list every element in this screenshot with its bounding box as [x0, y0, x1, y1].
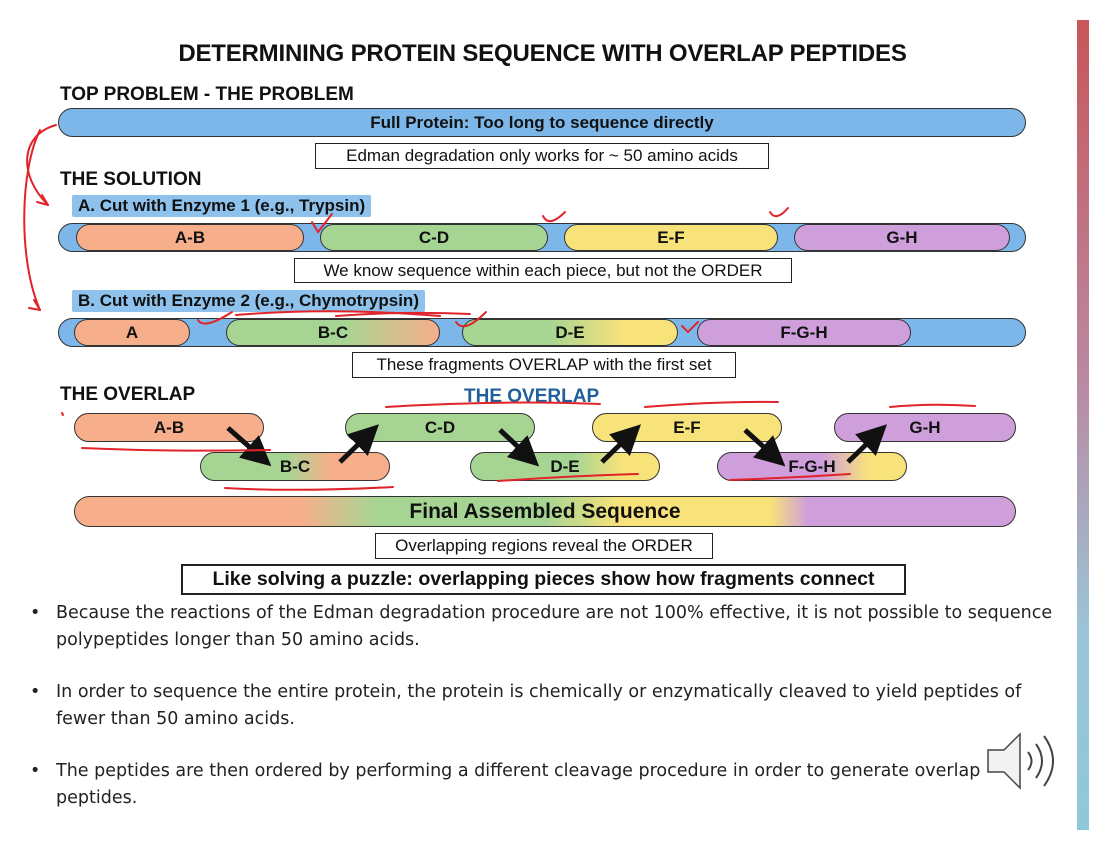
puzzle-note: Like solving a puzzle: overlapping piece… [181, 564, 906, 595]
problem-heading: TOP PROBLEM - THE PROBLEM [60, 84, 354, 105]
enzyme2-fragment: A [74, 319, 190, 346]
final-sequence-label: Final Assembled Sequence [409, 499, 681, 523]
fragment-label: B-C [279, 456, 311, 476]
fragment-label: G-H [909, 417, 941, 437]
speaker-icon[interactable] [982, 728, 1066, 794]
slide-title: DETERMINING PROTEIN SEQUENCE WITH OVERLA… [178, 40, 907, 67]
full-protein-label: Full Protein: Too long to sequence direc… [370, 112, 714, 132]
fragment-label: D-E [550, 456, 580, 476]
enzyme2-fragment: B-C [226, 319, 440, 346]
fragment-label: E-F [673, 417, 701, 437]
bullet-text: The peptides are then ordered by perform… [56, 761, 981, 808]
enzyme1-note: We know sequence within each piece, but … [294, 258, 792, 283]
overlap-bottom-fragment: D-E [470, 452, 660, 481]
overlap-center-heading: THE OVERLAP [464, 386, 600, 407]
overlap-top-fragment: C-D [345, 413, 535, 442]
enzyme1-label: A. Cut with Enzyme 1 (e.g., Trypsin) [72, 195, 372, 217]
fragment-label: E-F [657, 227, 685, 247]
bullet-item: • In order to sequence the entire protei… [30, 679, 1065, 733]
fragment-label: A-B [153, 417, 185, 437]
fragment-label: A [125, 322, 139, 342]
bullet-dot: • [30, 761, 41, 781]
fragment-label: C-D [424, 417, 456, 437]
bullet-dot: • [30, 603, 41, 623]
fragment-label: B-C [317, 322, 349, 342]
fragment-label: C-D [418, 227, 450, 247]
bullet-text: Because the reactions of the Edman degra… [56, 603, 1053, 650]
slide-accent-bar [1077, 20, 1089, 830]
bullet-dot: • [30, 682, 41, 702]
overlap-top-fragment: E-F [592, 413, 782, 442]
enzyme2-label: B. Cut with Enzyme 2 (e.g., Chymotrypsin… [72, 290, 425, 312]
enzyme1-fragment: A-B [76, 224, 304, 251]
full-protein-bar: Full Protein: Too long to sequence direc… [58, 108, 1026, 137]
bullet-text: In order to sequence the entire protein,… [56, 682, 1022, 729]
fragment-label: F-G-H [788, 456, 836, 476]
bullet-item: • The peptides are then ordered by perfo… [30, 758, 1065, 812]
edman-limit-note: Edman degradation only works for ~ 50 am… [315, 143, 769, 169]
overlap-heading: THE OVERLAP [60, 384, 196, 405]
enzyme1-fragment: G-H [794, 224, 1010, 251]
enzyme2-fragment: D-E [462, 319, 678, 346]
overlap-order-note: Overlapping regions reveal the ORDER [375, 533, 713, 559]
fragment-label: G-H [886, 227, 918, 247]
bullet-list: • Because the reactions of the Edman deg… [30, 600, 1065, 837]
fragment-label: F-G-H [780, 322, 828, 342]
enzyme1-fragment: C-D [320, 224, 548, 251]
enzyme1-fragment: E-F [564, 224, 778, 251]
overlap-top-fragment: A-B [74, 413, 264, 442]
fragment-label: A-B [174, 227, 206, 247]
overlap-bottom-fragment: F-G-H [717, 452, 907, 481]
bullet-item: • Because the reactions of the Edman deg… [30, 600, 1065, 654]
enzyme2-note: These fragments OVERLAP with the first s… [352, 352, 736, 378]
fragment-label: D-E [555, 322, 585, 342]
overlap-bottom-fragment: B-C [200, 452, 390, 481]
solution-heading: THE SOLUTION [60, 169, 202, 190]
enzyme2-fragment: F-G-H [697, 319, 911, 346]
final-sequence-bar: Final Assembled Sequence [74, 496, 1016, 527]
overlap-top-fragment: G-H [834, 413, 1016, 442]
